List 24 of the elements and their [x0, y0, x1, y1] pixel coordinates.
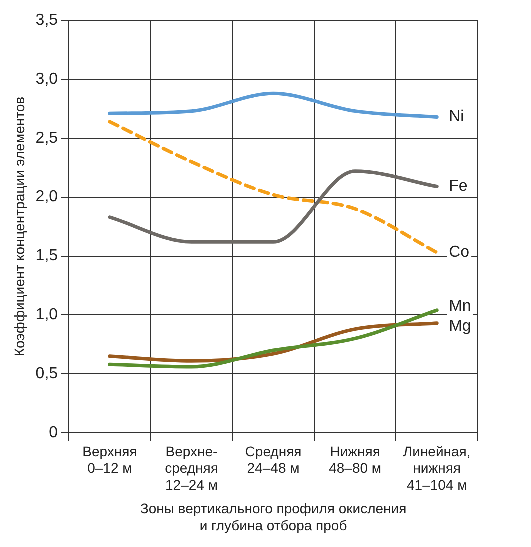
- series-label: Fe: [449, 178, 468, 196]
- x-tick-label: Линейная, нижняя 41–104 м: [403, 443, 471, 493]
- x-tick-label: Средняя 24–48 м: [245, 443, 302, 476]
- y-axis-title: Коэффициент концентрации элементов: [11, 96, 28, 357]
- y-tick-label: 2,0: [36, 188, 58, 206]
- series-label: Mg: [449, 318, 472, 335]
- y-tick-label: 0,5: [36, 365, 58, 382]
- y-tick-label: 1,5: [36, 248, 58, 265]
- x-tick-label: Верхняя 0–12 м: [82, 443, 138, 476]
- x-tick-label: Верхне- средняя 12–24 м: [165, 443, 218, 493]
- y-tick-label: 3,5: [36, 12, 58, 30]
- line-series: [108, 308, 439, 369]
- series-label: Mn: [449, 298, 472, 315]
- series-label: Co: [449, 244, 470, 262]
- series-label: Ni: [449, 108, 464, 126]
- y-tick-label: 2,5: [36, 130, 58, 147]
- x-axis-title: Зоны вертикального профиля окисления и глубина отбора проб: [140, 500, 407, 534]
- y-tick-label: 1,0: [36, 306, 58, 324]
- line-series: [108, 170, 439, 244]
- x-tick-label: Нижняя 48–80 м: [329, 443, 382, 476]
- y-tick-label: 0: [49, 424, 58, 442]
- line-series: [108, 92, 439, 119]
- y-tick-label: 3,0: [36, 70, 58, 88]
- line-series: [108, 120, 439, 254]
